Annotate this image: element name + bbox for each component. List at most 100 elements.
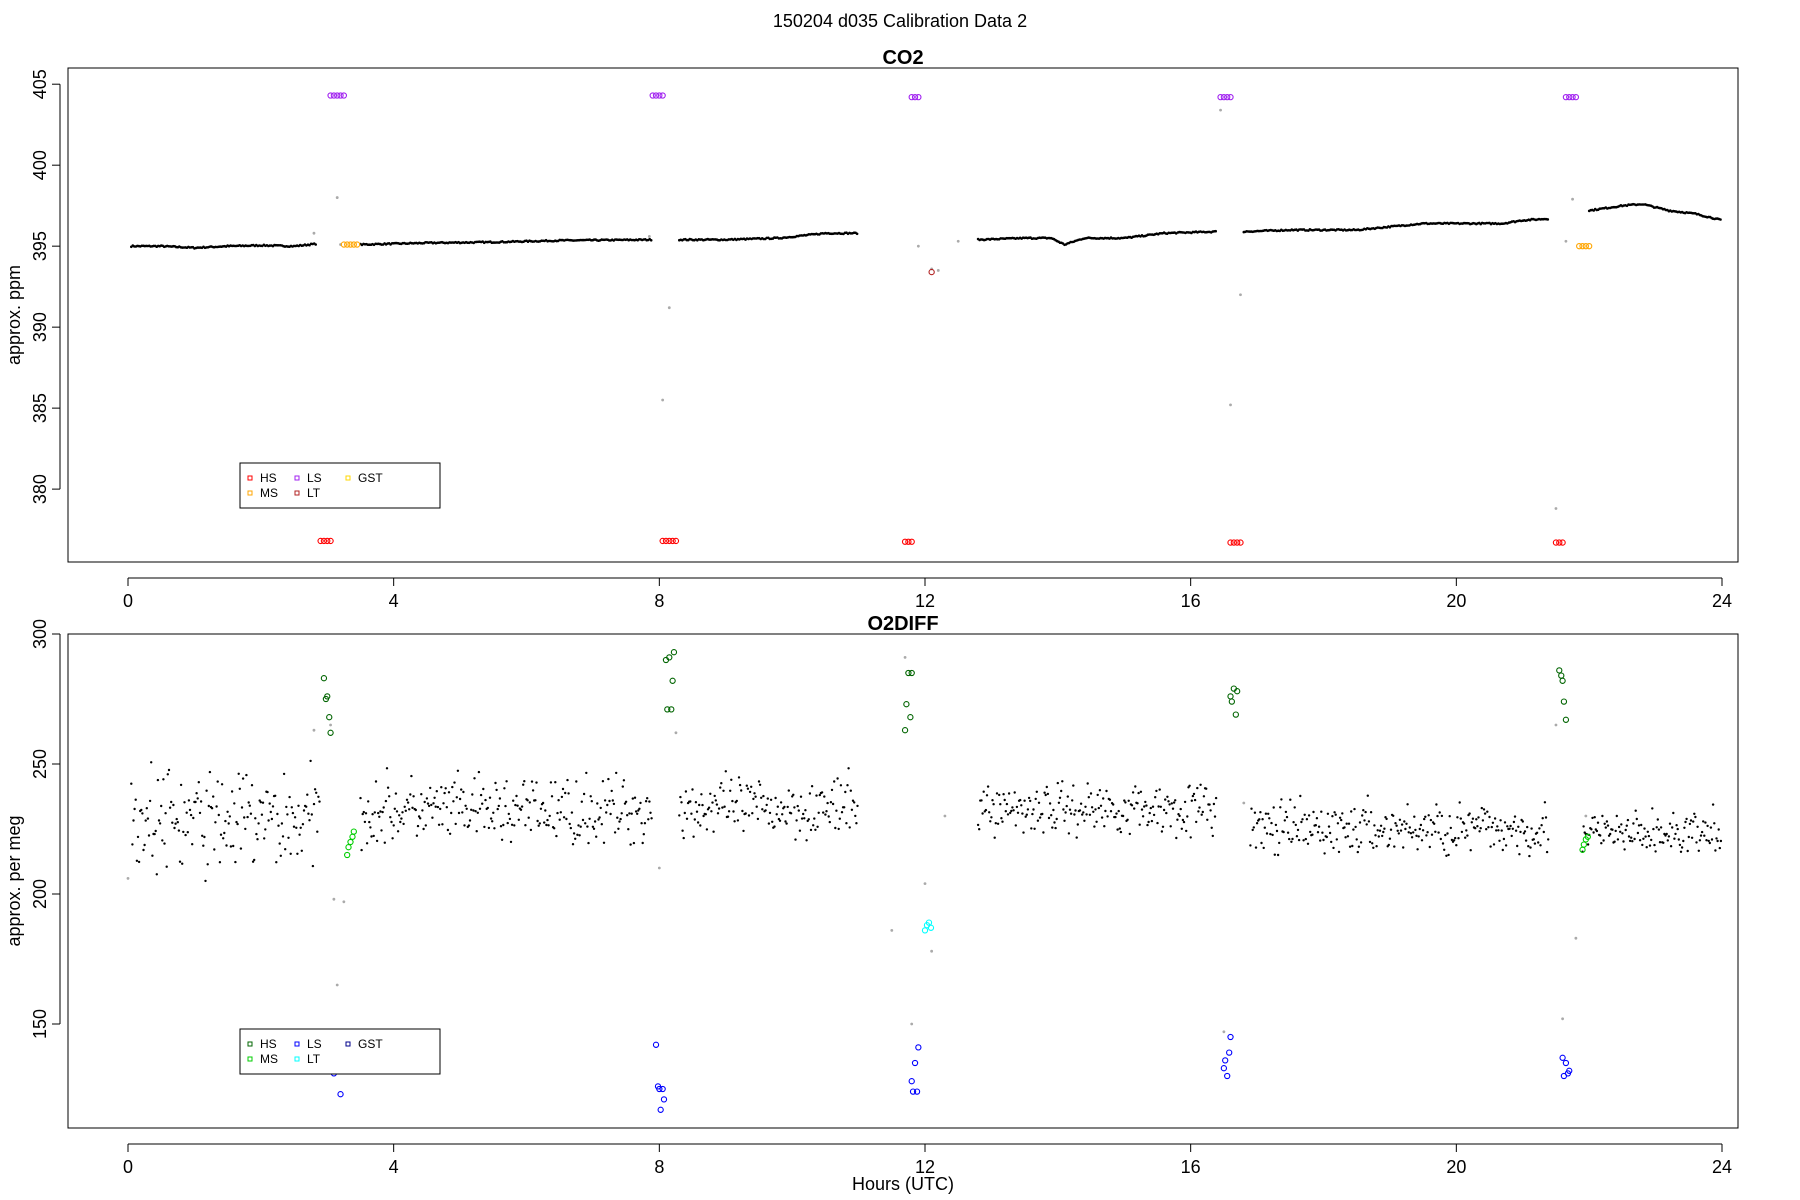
trace-point (1074, 809, 1077, 812)
trace-point (1684, 820, 1687, 824)
trace-point (1210, 826, 1213, 829)
trace-point (1344, 836, 1347, 839)
trace-point (618, 820, 621, 823)
calibration-point (928, 268, 935, 276)
trace-point (1071, 799, 1074, 802)
trace-point (547, 824, 550, 827)
trace-point (1327, 825, 1331, 828)
trace-point (1517, 825, 1520, 828)
trace-point (1076, 823, 1080, 826)
trace-point (1280, 798, 1283, 801)
trace-point (787, 789, 790, 792)
trace-point (132, 819, 135, 822)
trace-point (760, 796, 763, 799)
trace-point (1082, 811, 1085, 814)
trace-point (374, 780, 378, 783)
trace-point (1535, 831, 1539, 834)
trace-point (1195, 820, 1198, 824)
trace-point (1355, 838, 1358, 841)
trace-point (1489, 845, 1492, 848)
trace-point (1659, 826, 1663, 829)
trace-point (1193, 798, 1197, 802)
trace-point (1283, 819, 1287, 822)
trace-point (1198, 806, 1201, 809)
trace-point (711, 801, 714, 804)
trace-point (1516, 844, 1519, 848)
legend-swatch (294, 1056, 300, 1062)
trace-point (1511, 827, 1515, 830)
trace-point (1470, 821, 1474, 824)
trace-point (1174, 799, 1177, 802)
trace-point (1444, 833, 1447, 837)
trace-point (824, 813, 827, 816)
trace-point (1514, 829, 1518, 832)
trace-point (1304, 837, 1308, 841)
trace-point (585, 771, 588, 775)
trace-point (1381, 834, 1384, 838)
trace-point (1490, 825, 1494, 829)
calibration-point (337, 92, 344, 99)
trace-point (795, 819, 798, 822)
trace-point (1677, 838, 1681, 841)
trace-point (1624, 828, 1627, 832)
trace-point (1448, 815, 1451, 818)
trace-point (629, 843, 632, 846)
trace-point (250, 784, 254, 787)
trace-point (838, 817, 841, 820)
calibration-point (656, 92, 663, 99)
calibration-point (1224, 94, 1231, 101)
trace-point (768, 811, 772, 815)
trace-point (1301, 818, 1304, 821)
trace-point (1352, 828, 1355, 831)
trace-point (1199, 783, 1202, 786)
trace-point (1468, 812, 1471, 815)
trace-point (1529, 846, 1532, 849)
trace-point (727, 810, 731, 813)
calibration-point (670, 649, 678, 656)
trace-point (613, 831, 617, 834)
trace-point (726, 815, 730, 818)
trace-point (1418, 827, 1422, 831)
plot-frame (67, 633, 1739, 1129)
trace-point (1383, 827, 1386, 830)
calibration-point (1224, 1072, 1231, 1080)
trace-point (715, 803, 719, 806)
trace-point (448, 832, 452, 835)
calibration-point (1552, 539, 1560, 546)
calibration-point (1569, 94, 1576, 101)
calibration-point (1556, 667, 1563, 674)
trace-point (287, 836, 290, 839)
trace-point (276, 812, 279, 816)
calibration-point (1562, 1059, 1570, 1067)
trace-point (1539, 844, 1542, 847)
trace-point (978, 828, 981, 831)
trace-point (248, 804, 251, 807)
trace-point (1462, 822, 1466, 825)
trace-point (1509, 824, 1512, 828)
trace-point (492, 811, 495, 814)
trace-point (701, 803, 704, 807)
calibration-point (927, 924, 935, 931)
trace-point (844, 790, 847, 794)
trace-point (1605, 820, 1609, 823)
trace-point (278, 842, 281, 845)
trace-point (1148, 811, 1151, 815)
trace-point (230, 790, 234, 793)
trace-point (424, 824, 427, 827)
trace-point (757, 780, 761, 783)
calibration-point (1559, 677, 1566, 684)
trace-point (714, 799, 717, 802)
trace-point (1674, 832, 1677, 836)
trace-point (1297, 838, 1301, 842)
gray-point (903, 656, 907, 659)
trace-point (509, 840, 513, 844)
calibration-point (1579, 243, 1586, 250)
trace-point (245, 773, 248, 777)
co2-panel: CO2 0 4 8 12 16 20 24 380 385 390 395 400 405 approx. … (4, 47, 1739, 611)
trace-point (1190, 799, 1194, 802)
trace-point (1026, 808, 1030, 811)
trace-point (1295, 835, 1299, 838)
trace-point (1154, 796, 1157, 799)
trace-point (644, 800, 648, 803)
calibration-point (903, 701, 910, 708)
